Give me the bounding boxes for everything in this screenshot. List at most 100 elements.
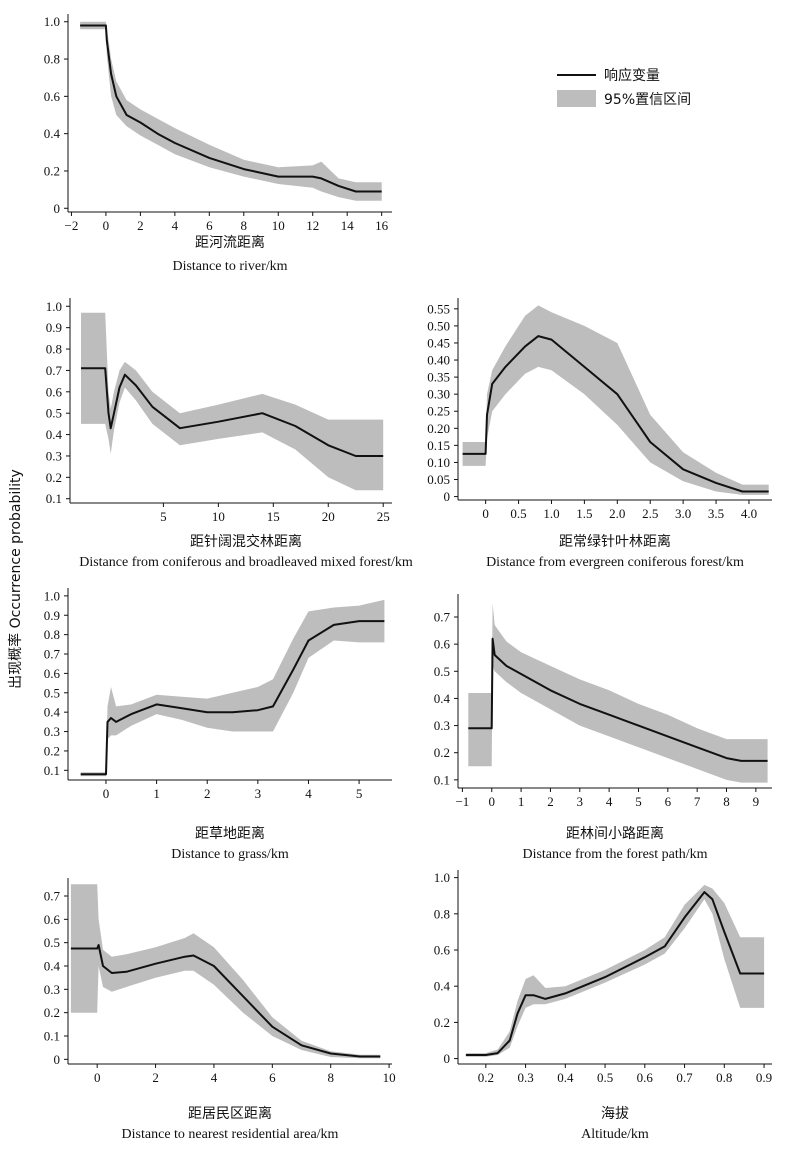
x-tick-label: 20 [322, 509, 335, 524]
y-tick-label: 0.20 [427, 421, 450, 436]
x-axis-title-cn: 距河流距离 [195, 234, 265, 251]
response-line [80, 24, 382, 193]
y-tick-label: 0.4 [46, 427, 63, 442]
x-tick-label: 4 [172, 218, 179, 233]
y-tick-label: 0.6 [44, 666, 61, 681]
y-tick-label: 0 [54, 1052, 61, 1067]
y-tick-label: 0.1 [434, 772, 450, 787]
x-tick-label: 0.8 [716, 1070, 732, 1085]
y-tick-label: 0.45 [427, 335, 450, 350]
y-tick-label: 0.55 [427, 301, 450, 316]
x-tick-label: 0 [94, 1070, 101, 1085]
y-tick-label: 0.50 [427, 318, 450, 333]
x-tick-label: 14 [341, 218, 355, 233]
x-tick-label: 0.2 [478, 1070, 494, 1085]
x-tick-label: 8 [327, 1070, 334, 1085]
x-tick-label: 9 [753, 794, 760, 809]
x-tick-label: 2 [137, 218, 144, 233]
x-tick-label: 3.0 [675, 506, 691, 521]
x-tick-label: 1 [518, 794, 525, 809]
y-tick-label: 0.2 [434, 745, 450, 760]
response-line [81, 367, 384, 457]
y-tick-label: 0.8 [44, 627, 60, 642]
y-tick-label: 0.6 [434, 943, 451, 958]
x-tick-label: 5 [635, 794, 642, 809]
y-tick-label: 1.0 [44, 14, 60, 29]
response-line [462, 335, 769, 493]
x-axis-title-en: Distance from coniferous and broadleaved… [79, 555, 413, 570]
y-tick-label: 0.2 [44, 163, 60, 178]
y-tick-label: 0.25 [427, 404, 450, 419]
x-tick-label: 4.0 [741, 506, 757, 521]
response-line [465, 891, 765, 1056]
x-axis-title-en: Distance to river/km [172, 259, 287, 274]
y-tick-label: 0.3 [44, 982, 60, 997]
y-tick-label: 0.15 [427, 438, 450, 453]
confidence-band [81, 312, 384, 491]
response-line [80, 620, 385, 776]
panel-residential: 0 2 4 6 8 10 0 0.1 0.2 0.3 0.4 0.5 0.6 0.7 距居民区距离 Dista… [44, 878, 396, 1142]
y-tick-label: 0.7 [434, 610, 451, 625]
y-tick-label: 0.05 [427, 472, 450, 487]
y-tick-label: 1.0 [434, 870, 450, 885]
x-axis-title-cn: 距草地距离 [195, 825, 265, 842]
x-axis-title-cn: 距针阔混交林距离 [190, 533, 302, 550]
panel-grass: 0 1 2 3 4 5 0.1 0.2 0.3 0.4 0.5 0.6 0.7 0.8 0.9 1.0 距草地距… [44, 588, 392, 862]
x-tick-label: 16 [375, 218, 389, 233]
y-tick-label: 0.1 [44, 763, 60, 778]
y-tick-label: 0.6 [44, 912, 61, 927]
y-tick-label: 0.9 [46, 320, 62, 335]
y-tick-label: 0.7 [44, 889, 61, 904]
response-line [70, 944, 381, 1058]
confidence-band [70, 884, 381, 1059]
x-tick-label: 0 [482, 506, 489, 521]
y-tick-label: 0.4 [434, 979, 451, 994]
x-tick-label: 0.5 [597, 1070, 613, 1085]
x-tick-label: 1.5 [576, 506, 592, 521]
y-tick-label: 1.0 [46, 299, 62, 314]
x-tick-label: −1 [455, 794, 469, 809]
x-tick-label: 5 [160, 509, 167, 524]
x-tick-label: 4 [606, 794, 613, 809]
x-tick-label: 2 [152, 1070, 159, 1085]
y-tick-label: 0 [54, 201, 61, 216]
x-tick-label: 0.3 [517, 1070, 533, 1085]
y-tick-label: 0.7 [44, 647, 61, 662]
y-tick-label: 0.9 [44, 608, 60, 623]
x-tick-label: 3 [255, 786, 262, 801]
y-tick-label: 0.8 [434, 906, 450, 921]
x-axis-title-en: Distance to nearest residential area/km [122, 1127, 339, 1142]
x-tick-label: 2 [547, 794, 554, 809]
x-tick-label: 3.5 [708, 506, 724, 521]
y-tick-label: 0.6 [434, 637, 451, 652]
y-tick-label: 0.4 [44, 959, 61, 974]
panel-evergreen-forest: 0 0.5 1.0 1.5 2.0 2.5 3.0 3.5 4.0 0 0.05 0.10 0.15 0.… [427, 298, 772, 570]
x-axis-title-en: Distance from evergreen coniferous fores… [486, 555, 744, 570]
y-tick-label: 0.4 [44, 126, 61, 141]
y-tick-label: 0.5 [44, 935, 60, 950]
y-tick-label: 0.40 [427, 353, 450, 368]
x-tick-label: 12 [306, 218, 319, 233]
x-tick-label: 6 [206, 218, 213, 233]
x-tick-label: 15 [267, 509, 280, 524]
y-tick-label: 0.35 [427, 370, 450, 385]
y-tick-label: 0.2 [44, 1005, 60, 1020]
y-tick-label: 0.30 [427, 387, 450, 402]
y-tick-label: 0.2 [44, 743, 60, 758]
response-line [468, 637, 768, 762]
confidence-band [80, 599, 385, 777]
x-tick-label: 6 [269, 1070, 276, 1085]
y-tick-label: 0.1 [44, 1029, 60, 1044]
x-tick-label: 1 [153, 786, 160, 801]
x-axis-title-cn: 距林间小路距离 [566, 825, 664, 842]
y-tick-label: 0.5 [46, 406, 62, 421]
x-tick-label: 0 [488, 794, 495, 809]
x-tick-label: 7 [694, 794, 701, 809]
x-tick-label: 8 [723, 794, 730, 809]
confidence-band [465, 884, 765, 1057]
y-tick-label: 0.6 [46, 384, 63, 399]
x-tick-label: 10 [272, 218, 285, 233]
x-tick-label: −2 [65, 218, 79, 233]
panel-mixed-forest: 5 10 15 20 25 0.1 0.2 0.3 0.4 0.5 0.6 0.7 0.8 0.9 1.0 距… [46, 298, 413, 570]
